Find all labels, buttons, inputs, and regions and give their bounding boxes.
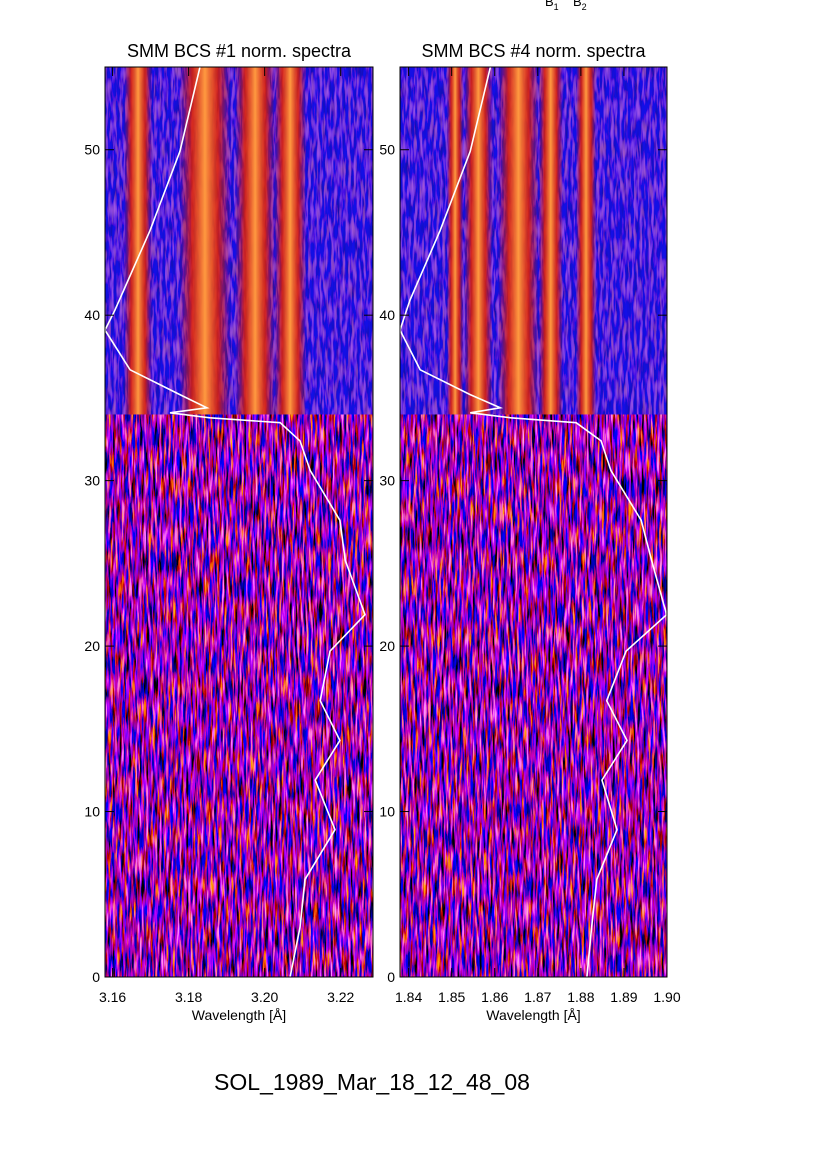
plot-area: [400, 67, 667, 977]
curve: [105, 67, 366, 977]
x-axis-label: Wavelength [Å]: [486, 1007, 580, 1023]
y-tick-label: 40: [379, 307, 395, 323]
y-tick-label: 0: [92, 969, 100, 985]
plot-area: [105, 67, 373, 977]
x-tick-label: 1.84: [395, 989, 422, 1005]
y-tick-label: 10: [84, 804, 100, 820]
x-tick-label: 3.22: [327, 989, 354, 1005]
emission-line: [498, 67, 539, 415]
annotation: B2: [573, 0, 587, 12]
y-tick-label: 30: [379, 473, 395, 489]
emission-line: [446, 67, 464, 415]
y-tick-label: 40: [84, 307, 100, 323]
x-tick-label: 1.88: [567, 989, 594, 1005]
emission-line: [464, 67, 493, 415]
y-tick-label: 30: [84, 473, 100, 489]
y-tick-label: 20: [84, 638, 100, 654]
x-tick-label: 3.16: [99, 989, 126, 1005]
x-tick-label: 1.86: [481, 989, 508, 1005]
annotation-sub: 2: [582, 2, 587, 12]
y-tick-label: 20: [379, 638, 395, 654]
x-tick-label: 3.20: [251, 989, 278, 1005]
x-tick-label: 1.87: [524, 989, 551, 1005]
frame: [104, 66, 374, 978]
emission-line: [274, 67, 307, 415]
y-tick-label: 50: [84, 142, 100, 158]
chart-title: SMM BCS #4 norm. spectra: [421, 41, 646, 61]
frame: [399, 66, 668, 978]
x-tick-label: 1.89: [610, 989, 637, 1005]
x-tick-label: 1.90: [653, 989, 680, 1005]
annotation: B1: [545, 0, 559, 12]
x-tick-label: 1.85: [438, 989, 465, 1005]
y-tick-label: 10: [379, 804, 395, 820]
x-axis-label: Wavelength [Å]: [192, 1007, 286, 1023]
y-tick-label: 0: [387, 969, 395, 985]
curve: [400, 67, 667, 977]
emission-line: [538, 67, 563, 415]
chart-title: SMM BCS #1 norm. spectra: [127, 41, 352, 61]
emission-line: [576, 67, 596, 415]
emission-line: [124, 67, 153, 415]
annotation-text: B: [545, 0, 554, 9]
y-tick-label: 50: [379, 142, 395, 158]
annotation-text: B: [573, 0, 582, 9]
footer: SOL_1989_Mar_18_12_48_08: [214, 1069, 530, 1095]
x-tick-label: 3.18: [175, 989, 202, 1005]
annotation-sub: 1: [554, 2, 559, 12]
emission-line: [235, 67, 276, 415]
emission-line: [179, 67, 231, 415]
